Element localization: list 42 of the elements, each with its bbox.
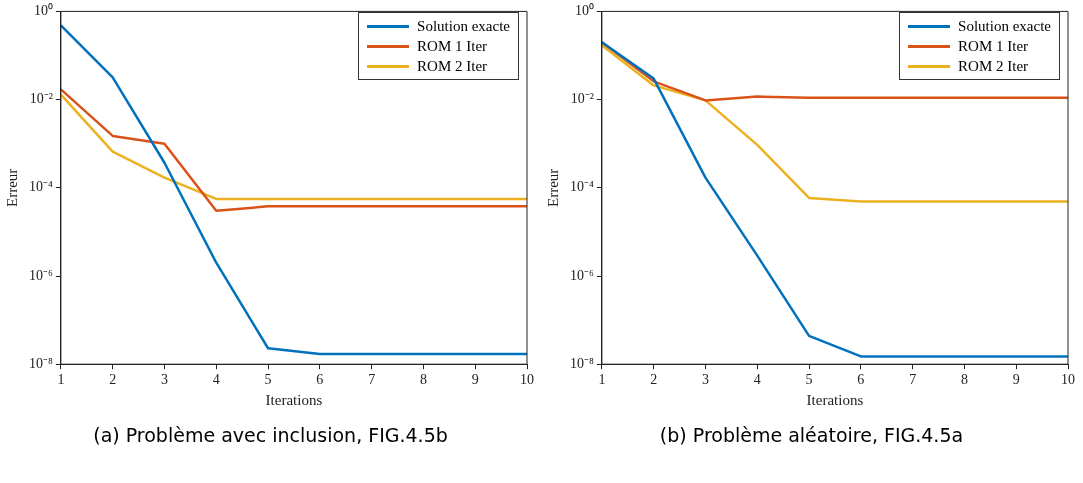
y-axis-title: Erreur [3,168,20,207]
x-tick-label: 6 [857,372,865,388]
legend-label: Solution exacte [958,17,1051,35]
x-tick-label: 10 [1061,372,1075,388]
y-tick-label: 10⁻² [570,91,594,107]
y-tick-label: 10⁻⁴ [569,179,594,195]
y-tick-label: 10⁻⁴ [28,179,53,195]
x-tick-label: 6 [316,372,324,388]
x-tick-label: 4 [212,372,220,388]
y-tick-label: 10⁻⁶ [28,267,53,283]
y-tick-label: 10⁰ [33,3,53,19]
y-tick-label: 10⁻⁶ [569,267,594,283]
x-tick-label: 4 [753,372,761,388]
x-tick-label: 3 [701,372,709,388]
x-tick-label: 5 [264,372,272,388]
text: (a) Problème avec inclusion, FIG.4.5b [92,424,449,446]
x-tick-label: 10 [520,372,534,388]
y-tick-label: 10⁻⁸ [569,355,594,371]
text: (b) Problème aléatoire, FIG.4.5a [658,424,965,446]
y-tick-label: 10⁻⁸ [28,355,53,371]
x-tick-label: 8 [960,372,968,388]
x-axis-title: Iterations [806,391,864,408]
x-tick-label: 5 [805,372,813,388]
x-axis-title: Iterations [265,391,323,408]
y-axis-title: Erreur [544,168,561,207]
x-tick-label: 1 [57,372,65,388]
x-tick-label: 1 [598,372,606,388]
x-tick-label: 9 [1012,372,1020,388]
legend-label: ROM 2 Iter [417,57,488,75]
x-tick-label: 2 [109,372,117,388]
y-tick-label: 10⁰ [574,3,594,19]
legend-label: Solution exacte [417,17,510,35]
y-tick-label: 10⁻² [29,91,53,107]
x-tick-label: 2 [650,372,658,388]
x-tick-label: 9 [471,372,479,388]
legend-label: ROM 1 Iter [417,37,488,55]
legend-label: ROM 1 Iter [958,37,1029,55]
legend-label: ROM 2 Iter [958,57,1029,75]
x-tick-label: 8 [419,372,427,388]
x-tick-label: 7 [909,372,917,388]
x-tick-label: 3 [160,372,168,388]
x-tick-label: 7 [368,372,376,388]
